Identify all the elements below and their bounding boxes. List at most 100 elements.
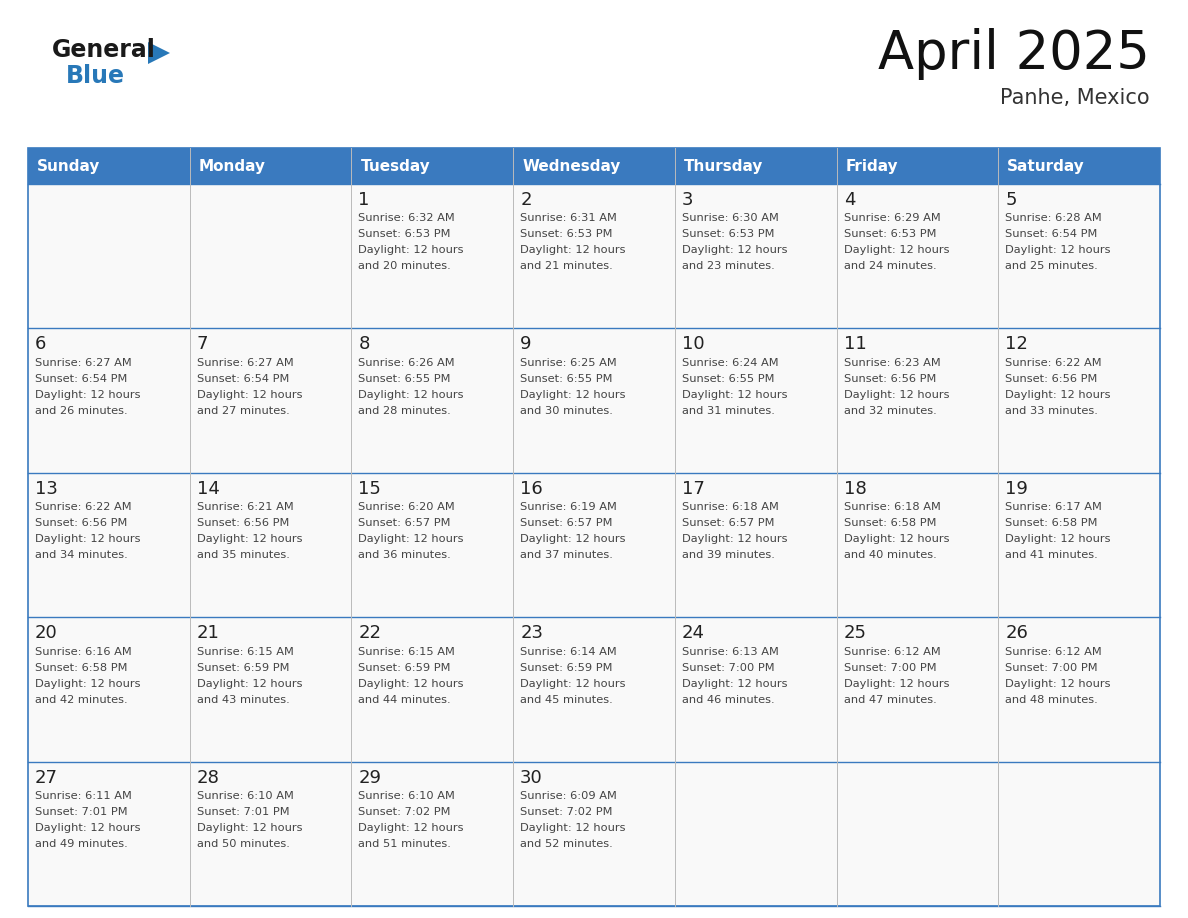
Text: 2: 2 xyxy=(520,191,532,209)
Text: Daylight: 12 hours: Daylight: 12 hours xyxy=(682,245,788,255)
Text: Sunrise: 6:19 AM: Sunrise: 6:19 AM xyxy=(520,502,617,512)
Text: and 33 minutes.: and 33 minutes. xyxy=(1005,406,1098,416)
Text: Daylight: 12 hours: Daylight: 12 hours xyxy=(359,534,465,544)
Text: 15: 15 xyxy=(359,480,381,498)
Text: Sunset: 6:58 PM: Sunset: 6:58 PM xyxy=(1005,518,1098,528)
Text: 27: 27 xyxy=(34,768,58,787)
Text: Sunday: Sunday xyxy=(37,159,100,174)
Text: Daylight: 12 hours: Daylight: 12 hours xyxy=(682,390,788,400)
Text: 26: 26 xyxy=(1005,624,1028,643)
Text: Sunset: 6:53 PM: Sunset: 6:53 PM xyxy=(520,230,613,240)
Text: Sunrise: 6:12 AM: Sunrise: 6:12 AM xyxy=(843,646,941,656)
Text: Sunrise: 6:22 AM: Sunrise: 6:22 AM xyxy=(1005,358,1102,368)
Text: Daylight: 12 hours: Daylight: 12 hours xyxy=(1005,245,1111,255)
Text: 21: 21 xyxy=(197,624,220,643)
Text: Sunset: 6:53 PM: Sunset: 6:53 PM xyxy=(843,230,936,240)
Text: Daylight: 12 hours: Daylight: 12 hours xyxy=(197,678,302,688)
Text: 3: 3 xyxy=(682,191,694,209)
Text: 17: 17 xyxy=(682,480,704,498)
Text: Sunrise: 6:24 AM: Sunrise: 6:24 AM xyxy=(682,358,778,368)
Text: Sunrise: 6:29 AM: Sunrise: 6:29 AM xyxy=(843,213,941,223)
Text: and 20 minutes.: and 20 minutes. xyxy=(359,262,451,272)
Text: Sunrise: 6:26 AM: Sunrise: 6:26 AM xyxy=(359,358,455,368)
Text: and 21 minutes.: and 21 minutes. xyxy=(520,262,613,272)
Bar xyxy=(29,473,1159,617)
Text: Daylight: 12 hours: Daylight: 12 hours xyxy=(34,678,140,688)
Text: Sunset: 6:59 PM: Sunset: 6:59 PM xyxy=(520,663,613,673)
Text: and 50 minutes.: and 50 minutes. xyxy=(197,839,290,849)
Text: Sunset: 6:56 PM: Sunset: 6:56 PM xyxy=(843,374,936,384)
Text: 6: 6 xyxy=(34,335,46,353)
Text: and 35 minutes.: and 35 minutes. xyxy=(197,550,290,560)
Text: and 46 minutes.: and 46 minutes. xyxy=(682,695,775,705)
Text: Sunset: 7:01 PM: Sunset: 7:01 PM xyxy=(197,807,290,817)
Text: and 24 minutes.: and 24 minutes. xyxy=(843,262,936,272)
Text: Sunrise: 6:13 AM: Sunrise: 6:13 AM xyxy=(682,646,778,656)
Text: and 32 minutes.: and 32 minutes. xyxy=(843,406,936,416)
Bar xyxy=(29,184,1159,329)
Text: and 45 minutes.: and 45 minutes. xyxy=(520,695,613,705)
Text: Daylight: 12 hours: Daylight: 12 hours xyxy=(520,678,626,688)
Text: Sunset: 7:00 PM: Sunset: 7:00 PM xyxy=(682,663,775,673)
Text: 19: 19 xyxy=(1005,480,1028,498)
Text: Sunset: 7:02 PM: Sunset: 7:02 PM xyxy=(359,807,451,817)
Text: Wednesday: Wednesday xyxy=(523,159,620,174)
Bar xyxy=(998,148,1159,184)
Text: Sunrise: 6:15 AM: Sunrise: 6:15 AM xyxy=(359,646,455,656)
Text: Sunrise: 6:09 AM: Sunrise: 6:09 AM xyxy=(520,791,617,801)
Text: Friday: Friday xyxy=(846,159,898,174)
Text: and 44 minutes.: and 44 minutes. xyxy=(359,695,451,705)
Text: Sunrise: 6:32 AM: Sunrise: 6:32 AM xyxy=(359,213,455,223)
Text: Sunrise: 6:22 AM: Sunrise: 6:22 AM xyxy=(34,502,132,512)
Text: Sunrise: 6:18 AM: Sunrise: 6:18 AM xyxy=(843,502,941,512)
Text: Sunset: 6:59 PM: Sunset: 6:59 PM xyxy=(359,663,451,673)
Text: Sunrise: 6:16 AM: Sunrise: 6:16 AM xyxy=(34,646,132,656)
Text: Sunrise: 6:27 AM: Sunrise: 6:27 AM xyxy=(34,358,132,368)
Text: 1: 1 xyxy=(359,191,369,209)
Text: and 51 minutes.: and 51 minutes. xyxy=(359,839,451,849)
Text: 28: 28 xyxy=(197,768,220,787)
Text: 12: 12 xyxy=(1005,335,1028,353)
Text: and 36 minutes.: and 36 minutes. xyxy=(359,550,451,560)
Bar xyxy=(513,148,675,184)
Text: Sunset: 6:53 PM: Sunset: 6:53 PM xyxy=(359,230,451,240)
Text: Daylight: 12 hours: Daylight: 12 hours xyxy=(1005,390,1111,400)
Text: Sunrise: 6:27 AM: Sunrise: 6:27 AM xyxy=(197,358,293,368)
Text: 25: 25 xyxy=(843,624,866,643)
Text: Sunrise: 6:14 AM: Sunrise: 6:14 AM xyxy=(520,646,617,656)
Text: Sunset: 7:00 PM: Sunset: 7:00 PM xyxy=(1005,663,1098,673)
Text: and 34 minutes.: and 34 minutes. xyxy=(34,550,128,560)
Text: Daylight: 12 hours: Daylight: 12 hours xyxy=(34,823,140,833)
Text: Sunrise: 6:25 AM: Sunrise: 6:25 AM xyxy=(520,358,617,368)
Text: and 41 minutes.: and 41 minutes. xyxy=(1005,550,1098,560)
Text: Daylight: 12 hours: Daylight: 12 hours xyxy=(520,390,626,400)
Bar xyxy=(29,148,190,184)
Text: 14: 14 xyxy=(197,480,220,498)
Bar xyxy=(29,762,1159,906)
Text: Blue: Blue xyxy=(67,64,125,88)
Text: Sunrise: 6:11 AM: Sunrise: 6:11 AM xyxy=(34,791,132,801)
Text: Sunrise: 6:30 AM: Sunrise: 6:30 AM xyxy=(682,213,778,223)
Bar xyxy=(352,148,513,184)
Text: Sunset: 6:58 PM: Sunset: 6:58 PM xyxy=(843,518,936,528)
Text: and 23 minutes.: and 23 minutes. xyxy=(682,262,775,272)
Text: General: General xyxy=(52,38,156,62)
Text: Daylight: 12 hours: Daylight: 12 hours xyxy=(843,678,949,688)
Text: Thursday: Thursday xyxy=(684,159,763,174)
Text: 9: 9 xyxy=(520,335,532,353)
Text: Daylight: 12 hours: Daylight: 12 hours xyxy=(197,823,302,833)
Text: Sunrise: 6:21 AM: Sunrise: 6:21 AM xyxy=(197,502,293,512)
Text: and 31 minutes.: and 31 minutes. xyxy=(682,406,775,416)
Text: Sunset: 6:57 PM: Sunset: 6:57 PM xyxy=(359,518,451,528)
Text: and 42 minutes.: and 42 minutes. xyxy=(34,695,127,705)
Text: Sunset: 6:58 PM: Sunset: 6:58 PM xyxy=(34,663,127,673)
Text: Daylight: 12 hours: Daylight: 12 hours xyxy=(359,245,465,255)
Text: Sunset: 6:54 PM: Sunset: 6:54 PM xyxy=(34,374,127,384)
Text: and 37 minutes.: and 37 minutes. xyxy=(520,550,613,560)
Text: Sunset: 7:00 PM: Sunset: 7:00 PM xyxy=(843,663,936,673)
Text: Sunrise: 6:10 AM: Sunrise: 6:10 AM xyxy=(197,791,293,801)
Text: Daylight: 12 hours: Daylight: 12 hours xyxy=(34,534,140,544)
Text: Daylight: 12 hours: Daylight: 12 hours xyxy=(197,534,302,544)
Text: Sunrise: 6:12 AM: Sunrise: 6:12 AM xyxy=(1005,646,1102,656)
Text: Daylight: 12 hours: Daylight: 12 hours xyxy=(682,678,788,688)
